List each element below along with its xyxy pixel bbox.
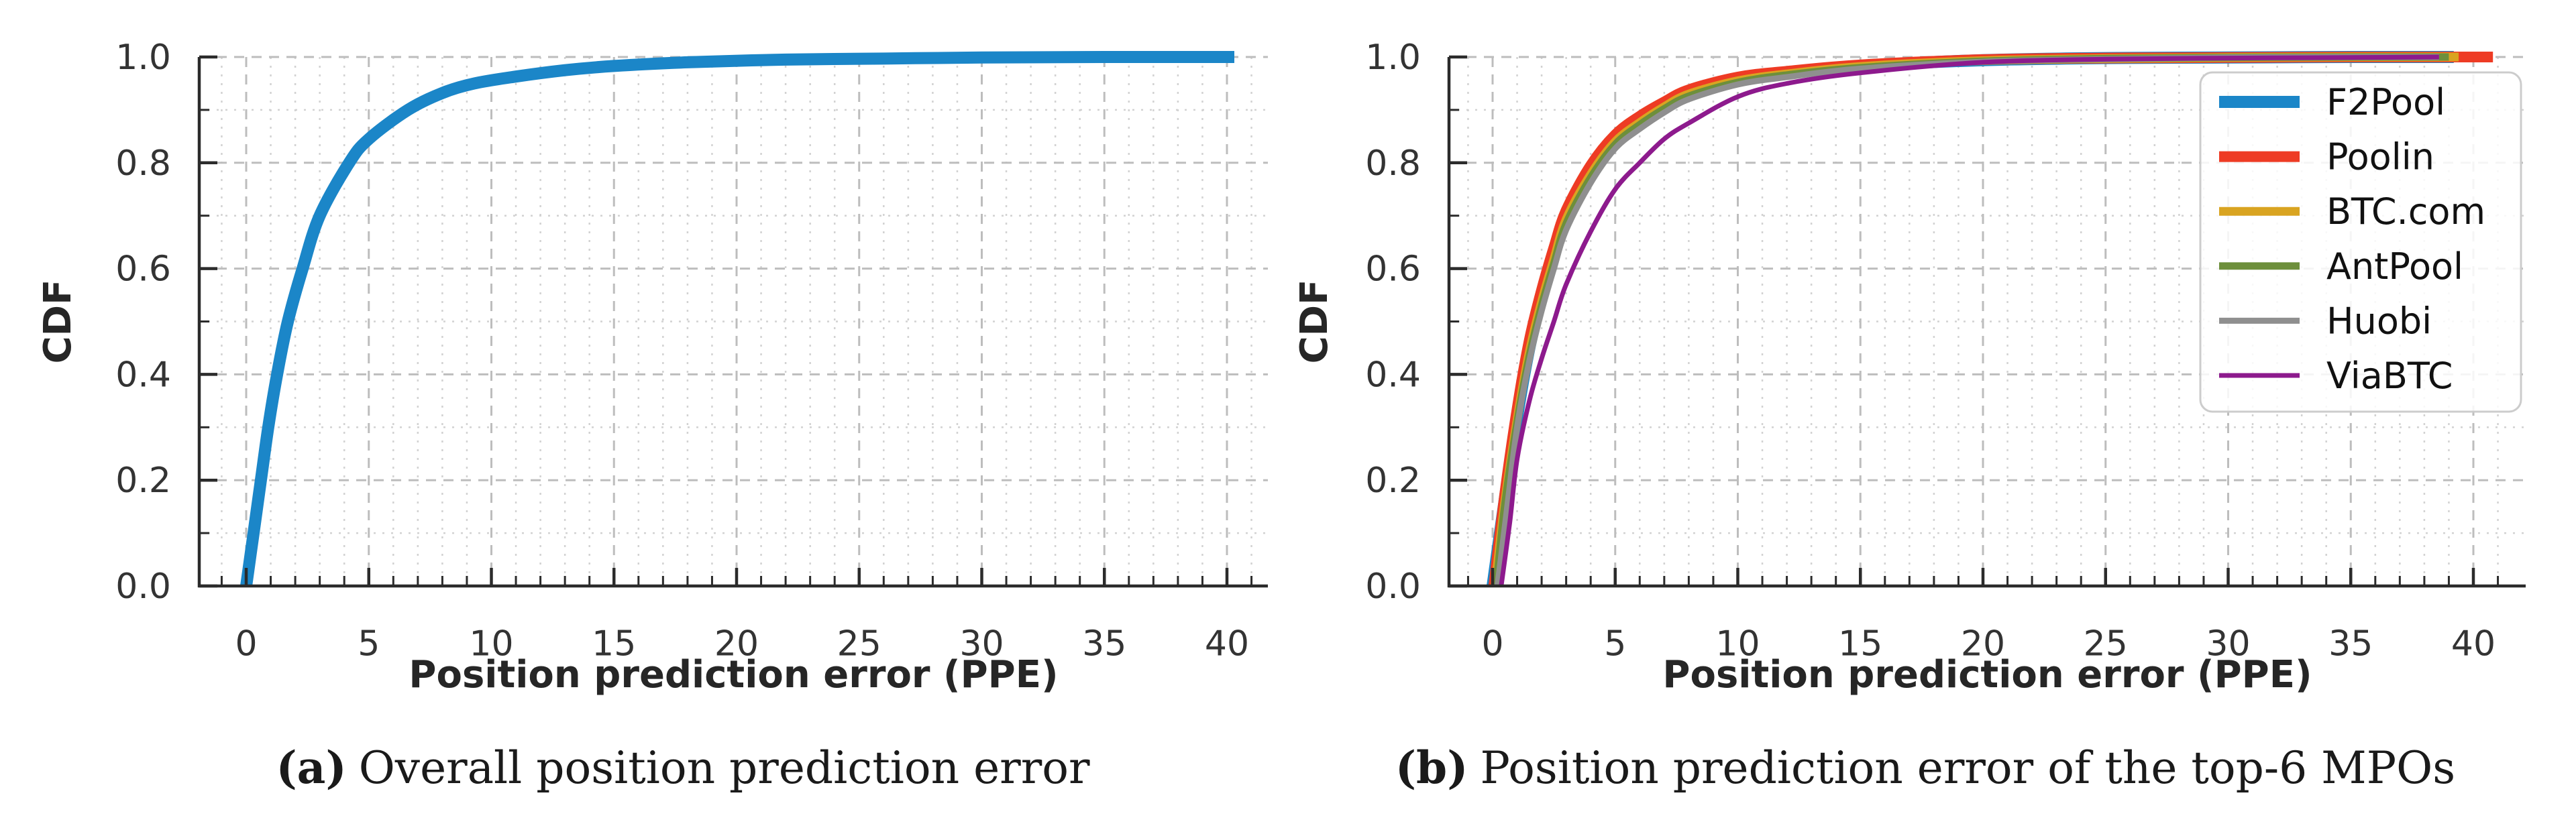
y-tick-label: 0.2 — [115, 461, 171, 501]
x-tick-label: 25 — [2084, 624, 2128, 664]
x-tick-label: 0 — [1481, 624, 1503, 664]
y-tick-label: 0.4 — [1365, 355, 1421, 395]
x-tick-label: 30 — [959, 624, 1004, 664]
grid — [199, 56, 1268, 587]
y-tick-label: 0.8 — [115, 143, 171, 184]
caption-a-text: Overall position prediction error — [358, 742, 1090, 794]
x-tick-label: 5 — [1604, 624, 1626, 664]
legend-item-btc-com: BTC.com — [2219, 190, 2485, 233]
cdf-chart-overall: 0 5 10 15 20 25 30 35 40 0.0 0.2 0.4 0.6 0.8 1.0 Positi… — [36, 38, 1268, 697]
x-tick-label: 10 — [469, 624, 513, 664]
legend-label: AntPool — [2326, 245, 2463, 288]
legend-item-viabtc: ViaBTC — [2219, 355, 2453, 397]
x-tick-label: 20 — [1961, 624, 2005, 664]
y-axis-label: CDF — [36, 280, 80, 364]
y-tick-label: 0.6 — [1365, 249, 1421, 290]
y-tick-label: 0.0 — [1365, 567, 1421, 607]
caption-b: (b) Position prediction error of the top-… — [1281, 742, 2569, 794]
legend-label: BTC.com — [2326, 190, 2485, 233]
panel-a: 0 5 10 15 20 25 30 35 40 0.0 0.2 0.4 0.6 0.8 1.0 Positi… — [36, 38, 1268, 794]
tick-labels: 0 5 10 15 20 25 30 35 40 0.0 0.2 0.4 0.6 0.8 1.0 — [115, 38, 1249, 664]
x-axis-label: Position prediction error (PPE) — [1662, 653, 2312, 697]
caption-b-text: Position prediction error of the top-6 M… — [1480, 742, 2456, 794]
legend-label: Huobi — [2326, 300, 2432, 342]
axes — [1447, 55, 2526, 588]
y-tick-label: 0.6 — [115, 249, 171, 290]
y-tick-label: 0.8 — [1365, 143, 1421, 184]
x-axis-label: Position prediction error (PPE) — [409, 653, 1058, 697]
y-tick-label: 0.4 — [115, 355, 171, 395]
legend: F2Pool Poolin BTC.com AntPool Huobi ViaBTC — [2199, 71, 2522, 413]
cdf-chart-top6-mpos: 0 5 10 15 20 25 30 35 40 0.0 0.2 0.4 0.6 0.8 1.0 Positi… — [1293, 38, 2526, 697]
x-tick-label: 5 — [358, 624, 380, 664]
legend-label: ViaBTC — [2326, 355, 2453, 397]
y-axis-label: CDF — [1293, 280, 1336, 364]
legend-label: F2Pool — [2326, 81, 2445, 123]
caption-b-tag: (b) — [1395, 742, 1468, 794]
y-tick-label: 0.0 — [115, 567, 171, 607]
axes — [197, 55, 1268, 588]
y-tick-label: 0.2 — [1365, 461, 1421, 501]
series-lines — [240, 50, 1235, 587]
x-tick-label: 10 — [1715, 624, 1760, 664]
legend-item-huobi: Huobi — [2219, 300, 2432, 342]
caption-a: (a) Overall position prediction error — [39, 742, 1327, 794]
y-tick-label: 1.0 — [1365, 38, 1421, 78]
panel-b: 0 5 10 15 20 25 30 35 40 0.0 0.2 0.4 0.6 0.8 1.0 Positi… — [1288, 0, 2576, 826]
x-tick-label: 35 — [2328, 624, 2373, 664]
series-lines — [1487, 50, 2493, 587]
legend-item-poolin: Poolin — [2219, 136, 2434, 178]
y-tick-label: 1.0 — [115, 38, 171, 78]
x-tick-label: 35 — [1082, 624, 1126, 664]
legend-label: Poolin — [2326, 136, 2434, 178]
x-tick-label: 15 — [1838, 624, 1882, 664]
series-line-viabtc — [1499, 54, 2439, 587]
legend-item-antpool: AntPool — [2219, 245, 2463, 288]
x-tick-label: 30 — [2206, 624, 2250, 664]
x-tick-label: 25 — [837, 624, 881, 664]
x-tick-label: 0 — [235, 624, 257, 664]
x-tick-label: 40 — [2451, 624, 2496, 664]
tick-labels: 0 5 10 15 20 25 30 35 40 0.0 0.2 0.4 0.6 0.8 1.0 — [1365, 38, 2496, 664]
x-tick-label: 20 — [714, 624, 759, 664]
legend-item-f2pool: F2Pool — [2219, 81, 2445, 123]
caption-a-tag: (a) — [276, 742, 347, 794]
x-tick-label: 15 — [592, 624, 636, 664]
x-tick-label: 40 — [1205, 624, 1249, 664]
series-line-overall — [240, 50, 1235, 587]
